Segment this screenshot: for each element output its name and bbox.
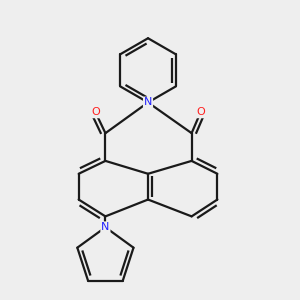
Text: O: O xyxy=(91,107,100,117)
Text: N: N xyxy=(101,222,110,232)
Text: N: N xyxy=(144,98,152,107)
Text: O: O xyxy=(196,107,205,117)
